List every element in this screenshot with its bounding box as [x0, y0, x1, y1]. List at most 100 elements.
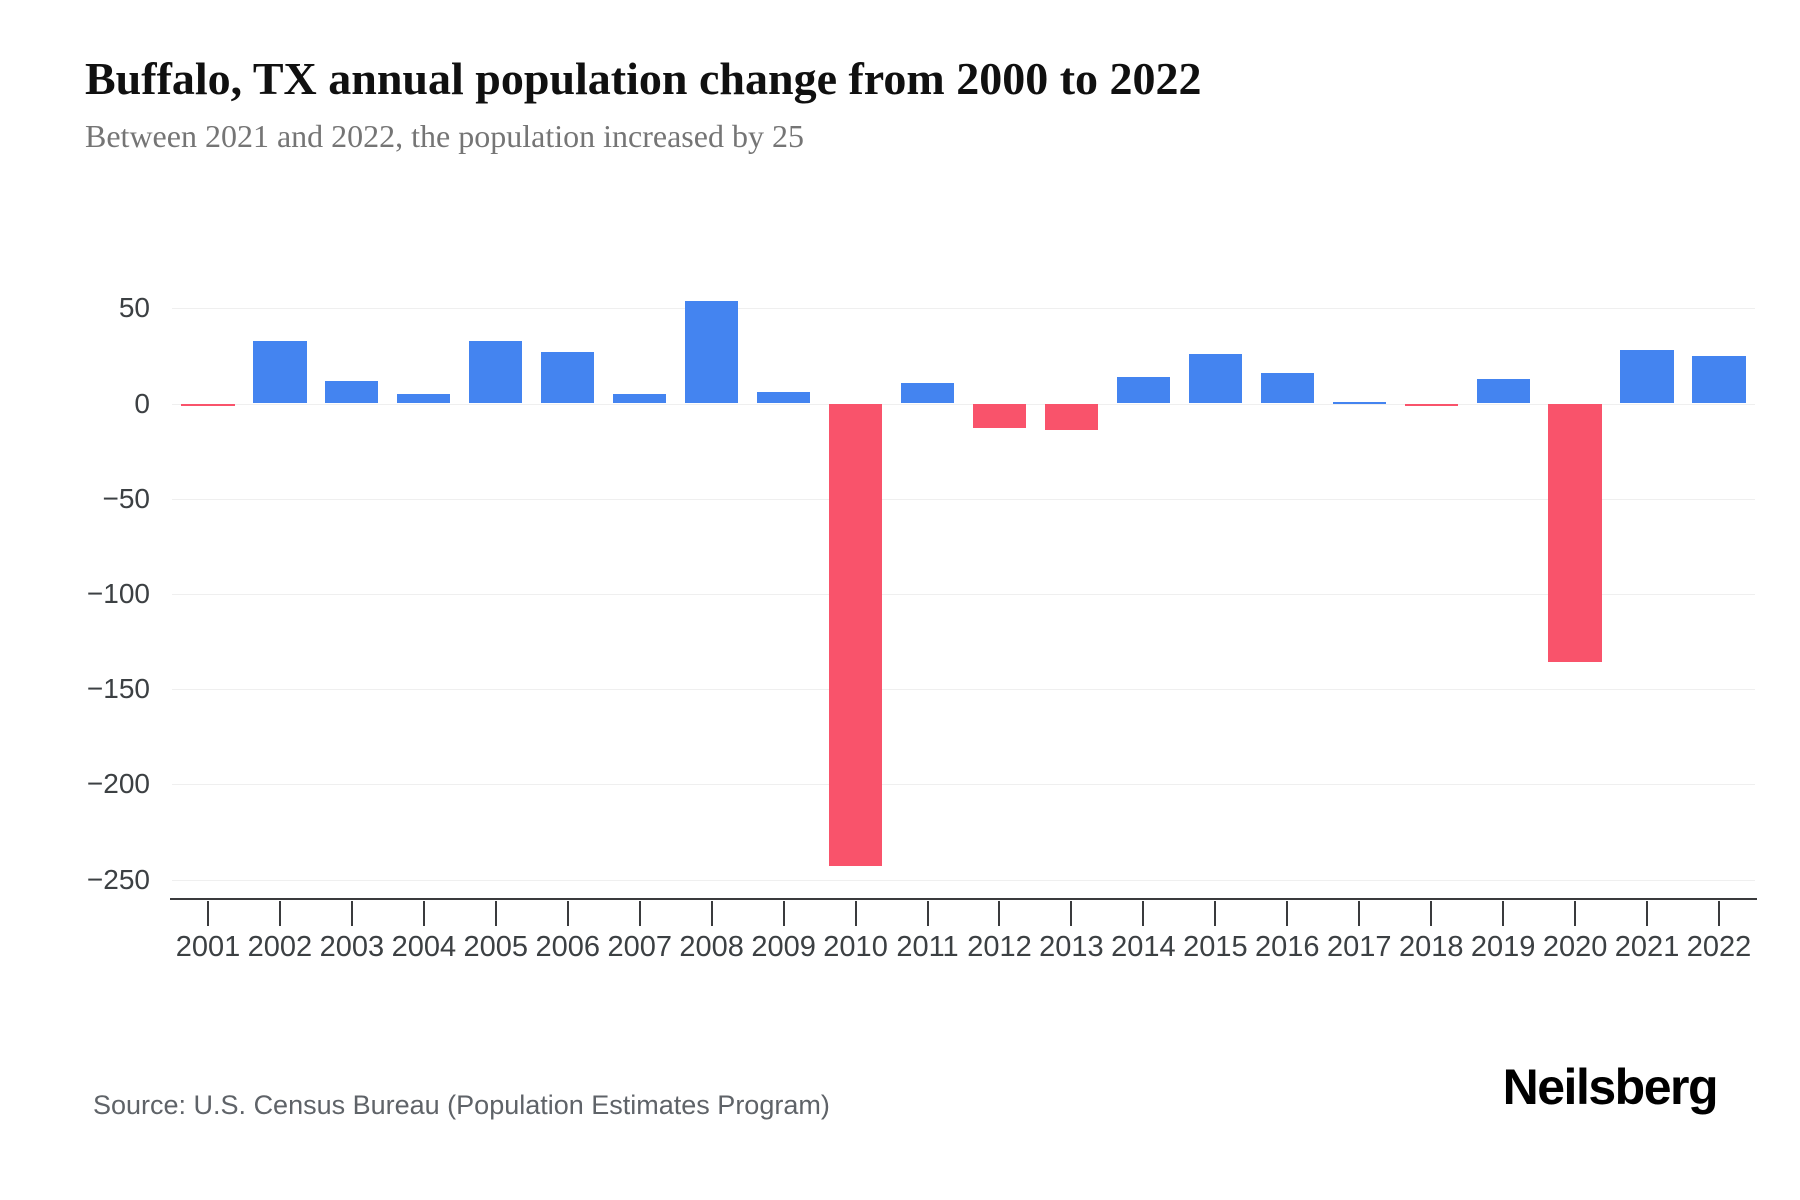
bar-slot-2002: [244, 255, 316, 898]
x-axis-label-2020: 2020: [1542, 931, 1608, 963]
bar-slot-2009: [748, 255, 820, 898]
chart-subtitle: Between 2021 and 2022, the population in…: [85, 118, 804, 154]
bar-2021: [1620, 350, 1674, 404]
bar-slot-2007: [604, 255, 676, 898]
bar-2019: [1476, 378, 1530, 404]
x-axis-tick: [1286, 901, 1289, 926]
x-axis-tick: [278, 901, 281, 926]
bar-slot-2003: [316, 255, 388, 898]
x-axis-tick: [566, 901, 569, 926]
bars-container: [172, 255, 1755, 898]
bar-slot-2011: [892, 255, 964, 898]
bar-2014: [1116, 376, 1170, 404]
x-axis-tick: [1142, 901, 1145, 926]
x-axis-tick: [1574, 901, 1577, 926]
gridline: [172, 689, 1755, 691]
x-axis-label-2009: 2009: [751, 931, 816, 963]
bar-slot-2010: [820, 255, 892, 898]
x-axis-label-2010: 2010: [823, 931, 888, 963]
bar-slot-2017: [1323, 255, 1395, 898]
bar-2011: [900, 382, 955, 404]
bar-2002: [253, 340, 307, 404]
bar-2013: [1044, 403, 1099, 431]
gridline: [172, 403, 1755, 405]
gridline: [172, 498, 1755, 500]
gridline: [172, 308, 1755, 310]
x-axis-tick: [422, 901, 425, 926]
source-note: Source: U.S. Census Bureau (Population E…: [93, 1090, 830, 1120]
bar-2018: [1404, 403, 1458, 406]
bar-2017: [1332, 401, 1386, 404]
x-axis-label-2002: 2002: [247, 931, 313, 963]
x-axis-tick: [710, 901, 713, 926]
x-axis-label-2022: 2022: [1686, 931, 1752, 963]
x-axis-label-2015: 2015: [1183, 931, 1248, 963]
bar-slot-2012: [963, 255, 1035, 898]
x-axis-line: [170, 898, 1757, 900]
bar-slot-2022: [1683, 255, 1755, 898]
y-axis-label: −200: [86, 768, 150, 800]
bar-slot-2014: [1107, 255, 1179, 898]
bar-2012: [972, 403, 1027, 429]
y-axis-label: −250: [86, 863, 150, 895]
x-axis-tick: [206, 901, 209, 926]
bar-slot-2001: [172, 255, 244, 898]
bar-2006: [541, 352, 595, 404]
bar-2007: [613, 393, 667, 404]
x-axis-label-2013: 2013: [1039, 931, 1104, 963]
x-axis-tick: [1430, 901, 1433, 926]
gridline: [172, 784, 1755, 786]
x-axis-label-2017: 2017: [1326, 931, 1392, 963]
x-axis-tick: [854, 901, 857, 926]
bar-slot-2004: [388, 255, 460, 898]
x-axis-tick: [926, 901, 929, 926]
y-axis-label: −100: [86, 577, 150, 609]
bar-slot-2016: [1251, 255, 1323, 898]
x-axis-label-2004: 2004: [391, 931, 457, 963]
bar-2005: [469, 340, 523, 404]
x-axis-tick: [1358, 901, 1361, 926]
bar-2020: [1548, 403, 1602, 663]
brand-logo: Neilsberg: [1502, 1059, 1719, 1115]
bar-slot-2018: [1395, 255, 1467, 898]
x-axis-tick: [638, 901, 641, 926]
y-axis-label: −150: [86, 673, 150, 705]
x-axis-label-2003: 2003: [319, 931, 385, 963]
x-axis-label-2014: 2014: [1111, 931, 1176, 963]
bar-slot-2006: [532, 255, 604, 898]
x-axis-label-2018: 2018: [1398, 931, 1464, 963]
bar-2009: [756, 392, 811, 404]
x-axis-tick: [998, 901, 1001, 926]
bar-2015: [1188, 353, 1242, 404]
bar-slot-2015: [1179, 255, 1251, 898]
bar-2004: [397, 393, 451, 404]
bar-slot-2020: [1539, 255, 1611, 898]
x-axis-label-2012: 2012: [967, 931, 1032, 963]
x-axis-label-2016: 2016: [1255, 931, 1320, 963]
gridline: [172, 879, 1755, 881]
bar-2010: [828, 403, 883, 867]
bar-slot-2021: [1611, 255, 1683, 898]
bar-2001: [181, 403, 235, 406]
bar-slot-2019: [1467, 255, 1539, 898]
bar-2016: [1260, 373, 1314, 404]
x-axis-tick: [1214, 901, 1217, 926]
bar-2022: [1692, 355, 1746, 404]
x-axis-label-2011: 2011: [896, 931, 959, 963]
x-axis-tick: [782, 901, 785, 926]
bar-slot-2008: [676, 255, 748, 898]
x-axis-label-2021: 2021: [1614, 931, 1680, 963]
x-axis-tick: [350, 901, 353, 926]
x-axis-tick: [494, 901, 497, 926]
x-axis-label-2001: 2001: [175, 931, 241, 963]
x-axis-tick: [1718, 901, 1721, 926]
y-axis-label: 50: [118, 292, 150, 324]
plot-area: 50 0 −50 −100 −150 −200 −250 2001 2002 2003 2004 20…: [87, 255, 1757, 963]
x-axis-label-2007: 2007: [607, 931, 672, 963]
bar-slot-2005: [460, 255, 532, 898]
bar-2008: [685, 300, 739, 404]
x-axis-tick: [1646, 901, 1649, 926]
bar-slot-2013: [1035, 255, 1107, 898]
x-axis-tick: [1502, 901, 1505, 926]
